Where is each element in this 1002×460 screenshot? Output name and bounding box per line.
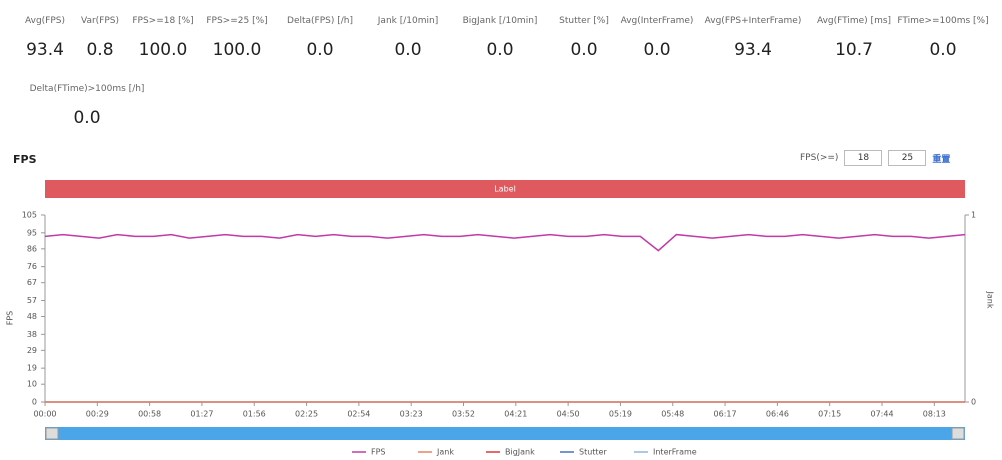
stat-label: Avg(FPS) <box>24 16 66 26</box>
x-tick-label: 00:29 <box>86 410 109 419</box>
threshold-high-input[interactable]: 25 <box>888 150 927 166</box>
stat-label: FPS>=18 [%] <box>132 16 194 26</box>
stat-label: Avg(FPS+InterFrame) <box>704 16 802 26</box>
stat-value: 0.8 <box>86 40 114 60</box>
x-tick-label: 02:25 <box>295 410 318 419</box>
stat-value: 0.0 <box>306 40 334 60</box>
y-tick-label: 38 <box>27 330 37 339</box>
stat-value: 0.0 <box>570 40 598 60</box>
legend-label: Stutter <box>579 448 607 457</box>
scrollbar[interactable] <box>45 427 965 440</box>
legend-label: Jank <box>436 448 454 457</box>
y-tick-label: 76 <box>27 262 37 271</box>
y-tick-label: 67 <box>27 278 37 287</box>
label-band <box>45 180 965 198</box>
y-tick-label: 19 <box>27 364 37 373</box>
x-tick-label: 06:17 <box>714 410 737 419</box>
stat-value: 10.7 <box>835 40 873 60</box>
stat: FPS>=18 [%] 100.0 <box>132 16 193 60</box>
y-axis-label: FPS <box>6 311 15 326</box>
x-tick-label: 08:13 <box>923 410 946 419</box>
chart-title: FPS <box>13 153 37 166</box>
legend-label: InterFrame <box>653 448 697 457</box>
stat: Var(FPS) 0.8 <box>81 16 119 60</box>
fps-threshold-controls: FPS(>=) 18 25 重置 <box>800 150 950 166</box>
x-tick-label: 00:00 <box>33 410 56 419</box>
stat-value: 0.0 <box>929 40 957 60</box>
stat-label: Avg(InterFrame) <box>620 16 694 26</box>
legend-label: FPS <box>371 448 386 457</box>
stat: Avg(FPS+InterFrame) 93.4 <box>705 16 802 60</box>
x-tick-label: 04:50 <box>557 410 580 419</box>
x-tick-label: 07:44 <box>870 410 893 419</box>
stat-value: 93.4 <box>734 40 772 60</box>
stat-label: Var(FPS) <box>80 16 120 26</box>
stat: FTime>=100ms [%] 0.0 <box>897 16 988 60</box>
x-tick-label: 00:58 <box>138 410 161 419</box>
stat: Stutter [%] 0.0 <box>559 16 609 60</box>
y-tick-label: 95 <box>27 228 37 237</box>
x-tick-label: 02:54 <box>347 410 370 419</box>
stat: Delta(FPS) [/h] 0.0 <box>287 16 353 60</box>
series-line <box>44 233 966 252</box>
x-tick-label: 07:15 <box>818 410 841 419</box>
stat-label: Delta(FPS) [/h] <box>287 16 353 26</box>
stat-label: Stutter [%] <box>559 16 609 26</box>
stat: Avg(FPS) 93.4 <box>25 16 65 60</box>
stat: Jank [/10min] 0.0 <box>378 16 438 60</box>
stat-value: 0.0 <box>643 40 671 60</box>
band-label: Label <box>494 185 516 194</box>
y2-tick-label: 1 <box>971 211 976 220</box>
stat-value: 100.0 <box>138 40 188 60</box>
stat: BigJank [/10min] 0.0 <box>463 16 538 60</box>
scroll-handle-left[interactable] <box>45 427 59 440</box>
x-tick-label: 06:46 <box>766 410 789 419</box>
y-tick-label: 48 <box>27 312 37 321</box>
stat-value: 100.0 <box>212 40 262 60</box>
stat-label: FTime>=100ms [%] <box>897 16 989 26</box>
stat-value: 0.0 <box>73 108 101 128</box>
stat: Avg(InterFrame) 0.0 <box>621 16 694 60</box>
stat-label: BigJank [/10min] <box>462 16 538 26</box>
x-tick-label: 04:21 <box>504 410 527 419</box>
y2-tick-label: 0 <box>971 398 976 407</box>
stat-label: Jank [/10min] <box>377 16 439 26</box>
y-tick-label: 10 <box>27 380 37 389</box>
x-tick-label: 05:19 <box>609 410 632 419</box>
threshold-low-input[interactable]: 18 <box>844 150 883 166</box>
x-tick-label: 01:56 <box>243 410 266 419</box>
legend-label: BigJank <box>505 448 535 457</box>
y2-axis-label: Jank <box>986 291 995 309</box>
x-tick-label: 03:23 <box>400 410 423 419</box>
stat-value: 93.4 <box>26 40 64 60</box>
y-tick-label: 29 <box>27 346 37 355</box>
threshold-label: FPS(>=) <box>800 153 839 163</box>
stat-label: Avg(FTime) [ms] <box>816 16 892 26</box>
stat-label: FPS>=25 [%] <box>206 16 268 26</box>
stat: Delta(FTime)>100ms [/h] 0.0 <box>30 84 145 128</box>
x-tick-label: 01:27 <box>190 410 213 419</box>
stat: FPS>=25 [%] 100.0 <box>206 16 267 60</box>
y-tick-label: 0 <box>32 398 37 407</box>
y-tick-label: 86 <box>27 244 37 253</box>
stat-value: 0.0 <box>394 40 422 60</box>
stat-label: Delta(FTime)>100ms [/h] <box>29 84 145 94</box>
stat: Avg(FTime) [ms] 10.7 <box>817 16 891 60</box>
y-tick-label: 105 <box>22 211 37 220</box>
stat-value: 0.0 <box>486 40 514 60</box>
scroll-handle-right[interactable] <box>951 427 965 440</box>
x-tick-label: 05:48 <box>661 410 684 419</box>
y-tick-label: 57 <box>27 296 37 305</box>
reset-button[interactable]: 重置 <box>932 154 951 165</box>
x-tick-label: 03:52 <box>452 410 475 419</box>
